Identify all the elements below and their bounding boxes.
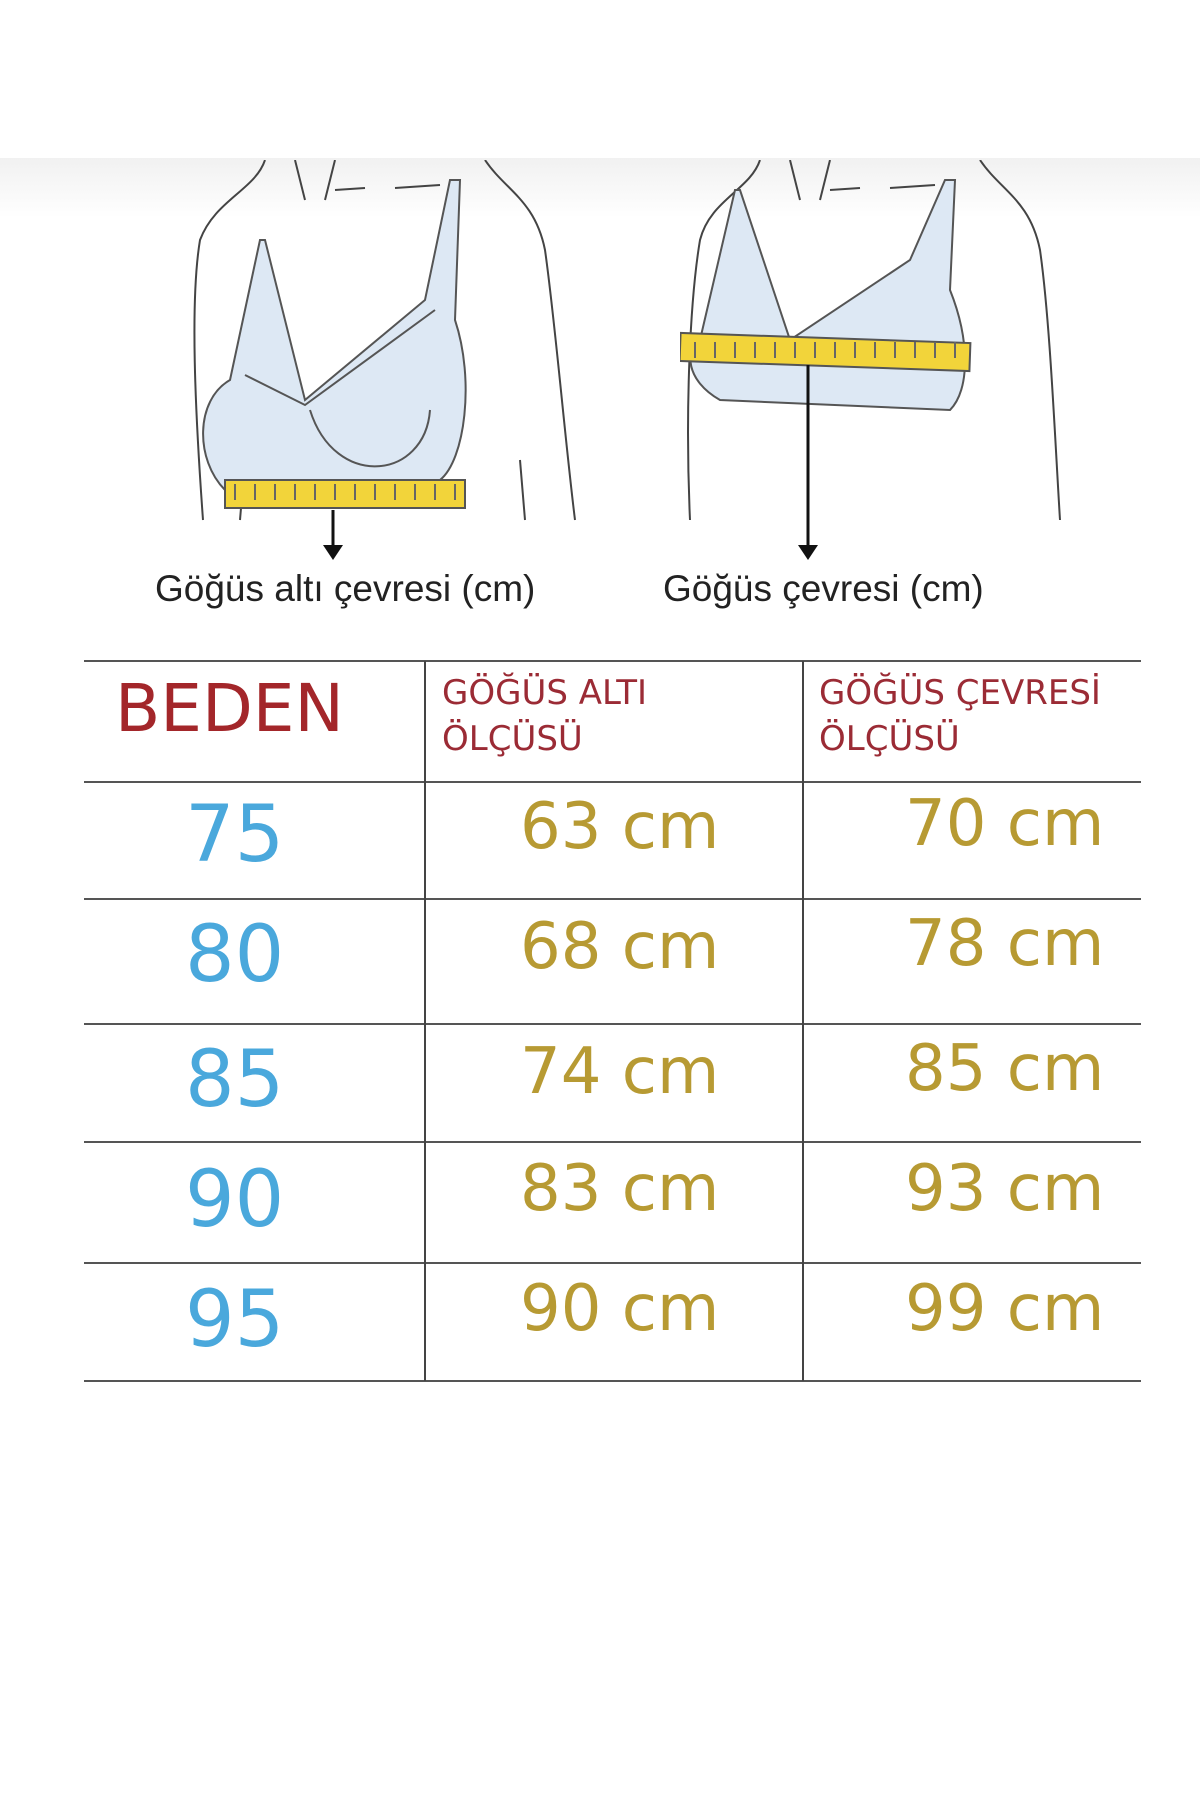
bust-caption: Göğüs çevresi (cm) bbox=[663, 568, 984, 609]
size-value: 75 bbox=[185, 790, 285, 880]
header-line: GÖĞÜS ALTI bbox=[442, 673, 648, 713]
header-line: GÖĞÜS ÇEVRESİ bbox=[819, 673, 1101, 713]
column-divider bbox=[424, 661, 426, 1381]
underbust-caption: Göğüs altı çevresi (cm) bbox=[155, 568, 536, 609]
bust-value: 93 cm bbox=[905, 1152, 1105, 1226]
table-divider bbox=[84, 1380, 1141, 1382]
top-shade bbox=[0, 158, 1200, 218]
table-divider bbox=[84, 781, 1141, 783]
underbust-value: 74 cm bbox=[520, 1035, 720, 1109]
table-divider bbox=[84, 660, 1141, 662]
table-divider bbox=[84, 1141, 1141, 1143]
underbust-value: 83 cm bbox=[520, 1152, 720, 1226]
table-divider bbox=[84, 898, 1141, 900]
table-divider bbox=[84, 1023, 1141, 1025]
header-line: ÖLÇÜSÜ bbox=[819, 719, 960, 759]
bust-measure-illustration bbox=[680, 160, 1061, 560]
header-size: BEDEN bbox=[115, 670, 344, 747]
size-value: 95 bbox=[185, 1275, 285, 1365]
bust-value: 70 cm bbox=[905, 787, 1105, 861]
size-value: 85 bbox=[185, 1035, 285, 1125]
size-value: 90 bbox=[185, 1155, 285, 1245]
underbust-value: 90 cm bbox=[520, 1272, 720, 1346]
bust-value: 85 cm bbox=[905, 1032, 1105, 1106]
underbust-value: 68 cm bbox=[520, 910, 720, 984]
header-bust: GÖĞÜS ÇEVRESİ ÖLÇÜSÜ bbox=[819, 670, 1101, 762]
header-line: ÖLÇÜSÜ bbox=[442, 719, 583, 759]
bust-value: 78 cm bbox=[905, 907, 1105, 981]
underbust-measure-illustration bbox=[193, 160, 576, 560]
table-divider bbox=[84, 1262, 1141, 1264]
column-divider bbox=[802, 661, 804, 1381]
size-value: 80 bbox=[185, 910, 285, 1000]
bust-value: 99 cm bbox=[905, 1272, 1105, 1346]
underbust-value: 63 cm bbox=[520, 790, 720, 864]
header-underbust: GÖĞÜS ALTI ÖLÇÜSÜ bbox=[442, 670, 647, 762]
